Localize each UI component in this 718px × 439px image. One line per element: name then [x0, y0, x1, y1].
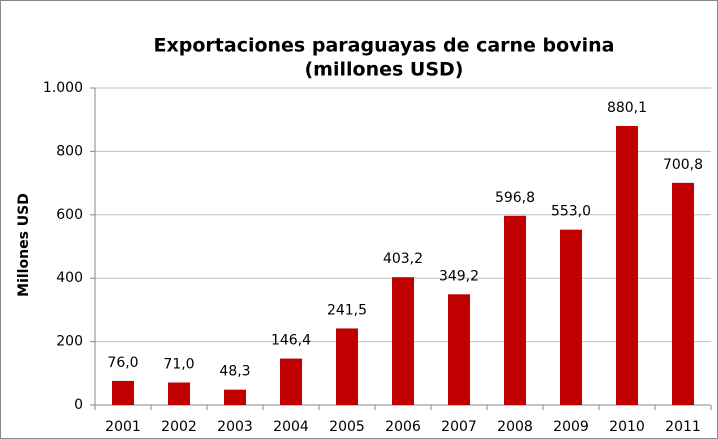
value-label: 700,8	[663, 157, 703, 173]
value-label: 146,4	[271, 333, 311, 349]
y-tick-label: 800	[56, 143, 83, 159]
bar	[560, 229, 582, 405]
bar	[448, 294, 470, 405]
bar	[336, 328, 358, 405]
value-label: 241,5	[327, 302, 367, 318]
y-tick-label: 1.000	[43, 80, 83, 96]
value-label: 403,2	[383, 251, 423, 267]
y-tick-label: 600	[56, 207, 83, 223]
x-tick-label: 2010	[609, 419, 645, 435]
value-label: 880,1	[607, 100, 647, 116]
value-label: 76,0	[107, 355, 138, 371]
value-label: 349,2	[439, 268, 479, 284]
x-tick-label: 2007	[441, 419, 477, 435]
chart-title: (millones USD)	[305, 59, 464, 81]
bar	[616, 126, 638, 405]
x-tick-label: 2008	[497, 419, 533, 435]
bar	[504, 215, 526, 405]
bar	[280, 358, 302, 405]
x-tick-label: 2009	[553, 419, 589, 435]
y-tick-label: 400	[56, 270, 83, 286]
bar	[672, 182, 694, 405]
value-label: 71,0	[163, 356, 194, 372]
x-tick-label: 2001	[105, 419, 141, 435]
y-tick-label: 200	[56, 334, 83, 350]
x-tick-label: 2003	[217, 419, 253, 435]
value-label: 596,8	[495, 190, 535, 206]
bar	[392, 277, 414, 405]
value-label: 553,0	[551, 204, 591, 220]
y-tick-label: 0	[74, 397, 83, 413]
value-label: 48,3	[219, 364, 250, 380]
x-tick-label: 2006	[385, 419, 421, 435]
bar	[168, 382, 190, 405]
bar	[112, 380, 134, 405]
x-tick-label: 2011	[665, 419, 701, 435]
x-tick-label: 2002	[161, 419, 197, 435]
x-tick-label: 2005	[329, 419, 365, 435]
y-axis-label: Millones USD	[16, 193, 32, 297]
chart-title: Exportaciones paraguayas de carne bovina	[154, 35, 615, 57]
bar	[224, 389, 246, 405]
x-tick-label: 2004	[273, 419, 309, 435]
